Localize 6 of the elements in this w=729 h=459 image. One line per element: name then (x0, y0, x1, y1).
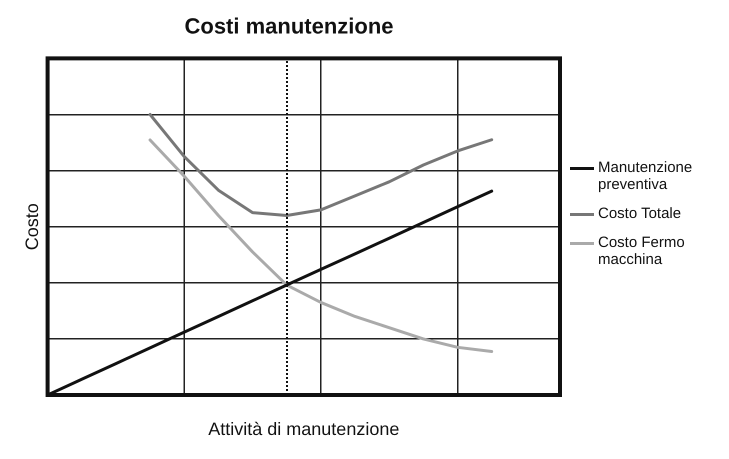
legend-label: Manutenzione preventiva (598, 159, 694, 194)
y-axis-title: Costo (22, 203, 42, 250)
legend-label: Costo Totale (598, 205, 682, 222)
legend-label: Costo Fermo macchina (598, 234, 686, 268)
x-axis-title: Attività di manutenzione (208, 419, 400, 440)
chart-title: Costi manutenzione (184, 13, 394, 38)
